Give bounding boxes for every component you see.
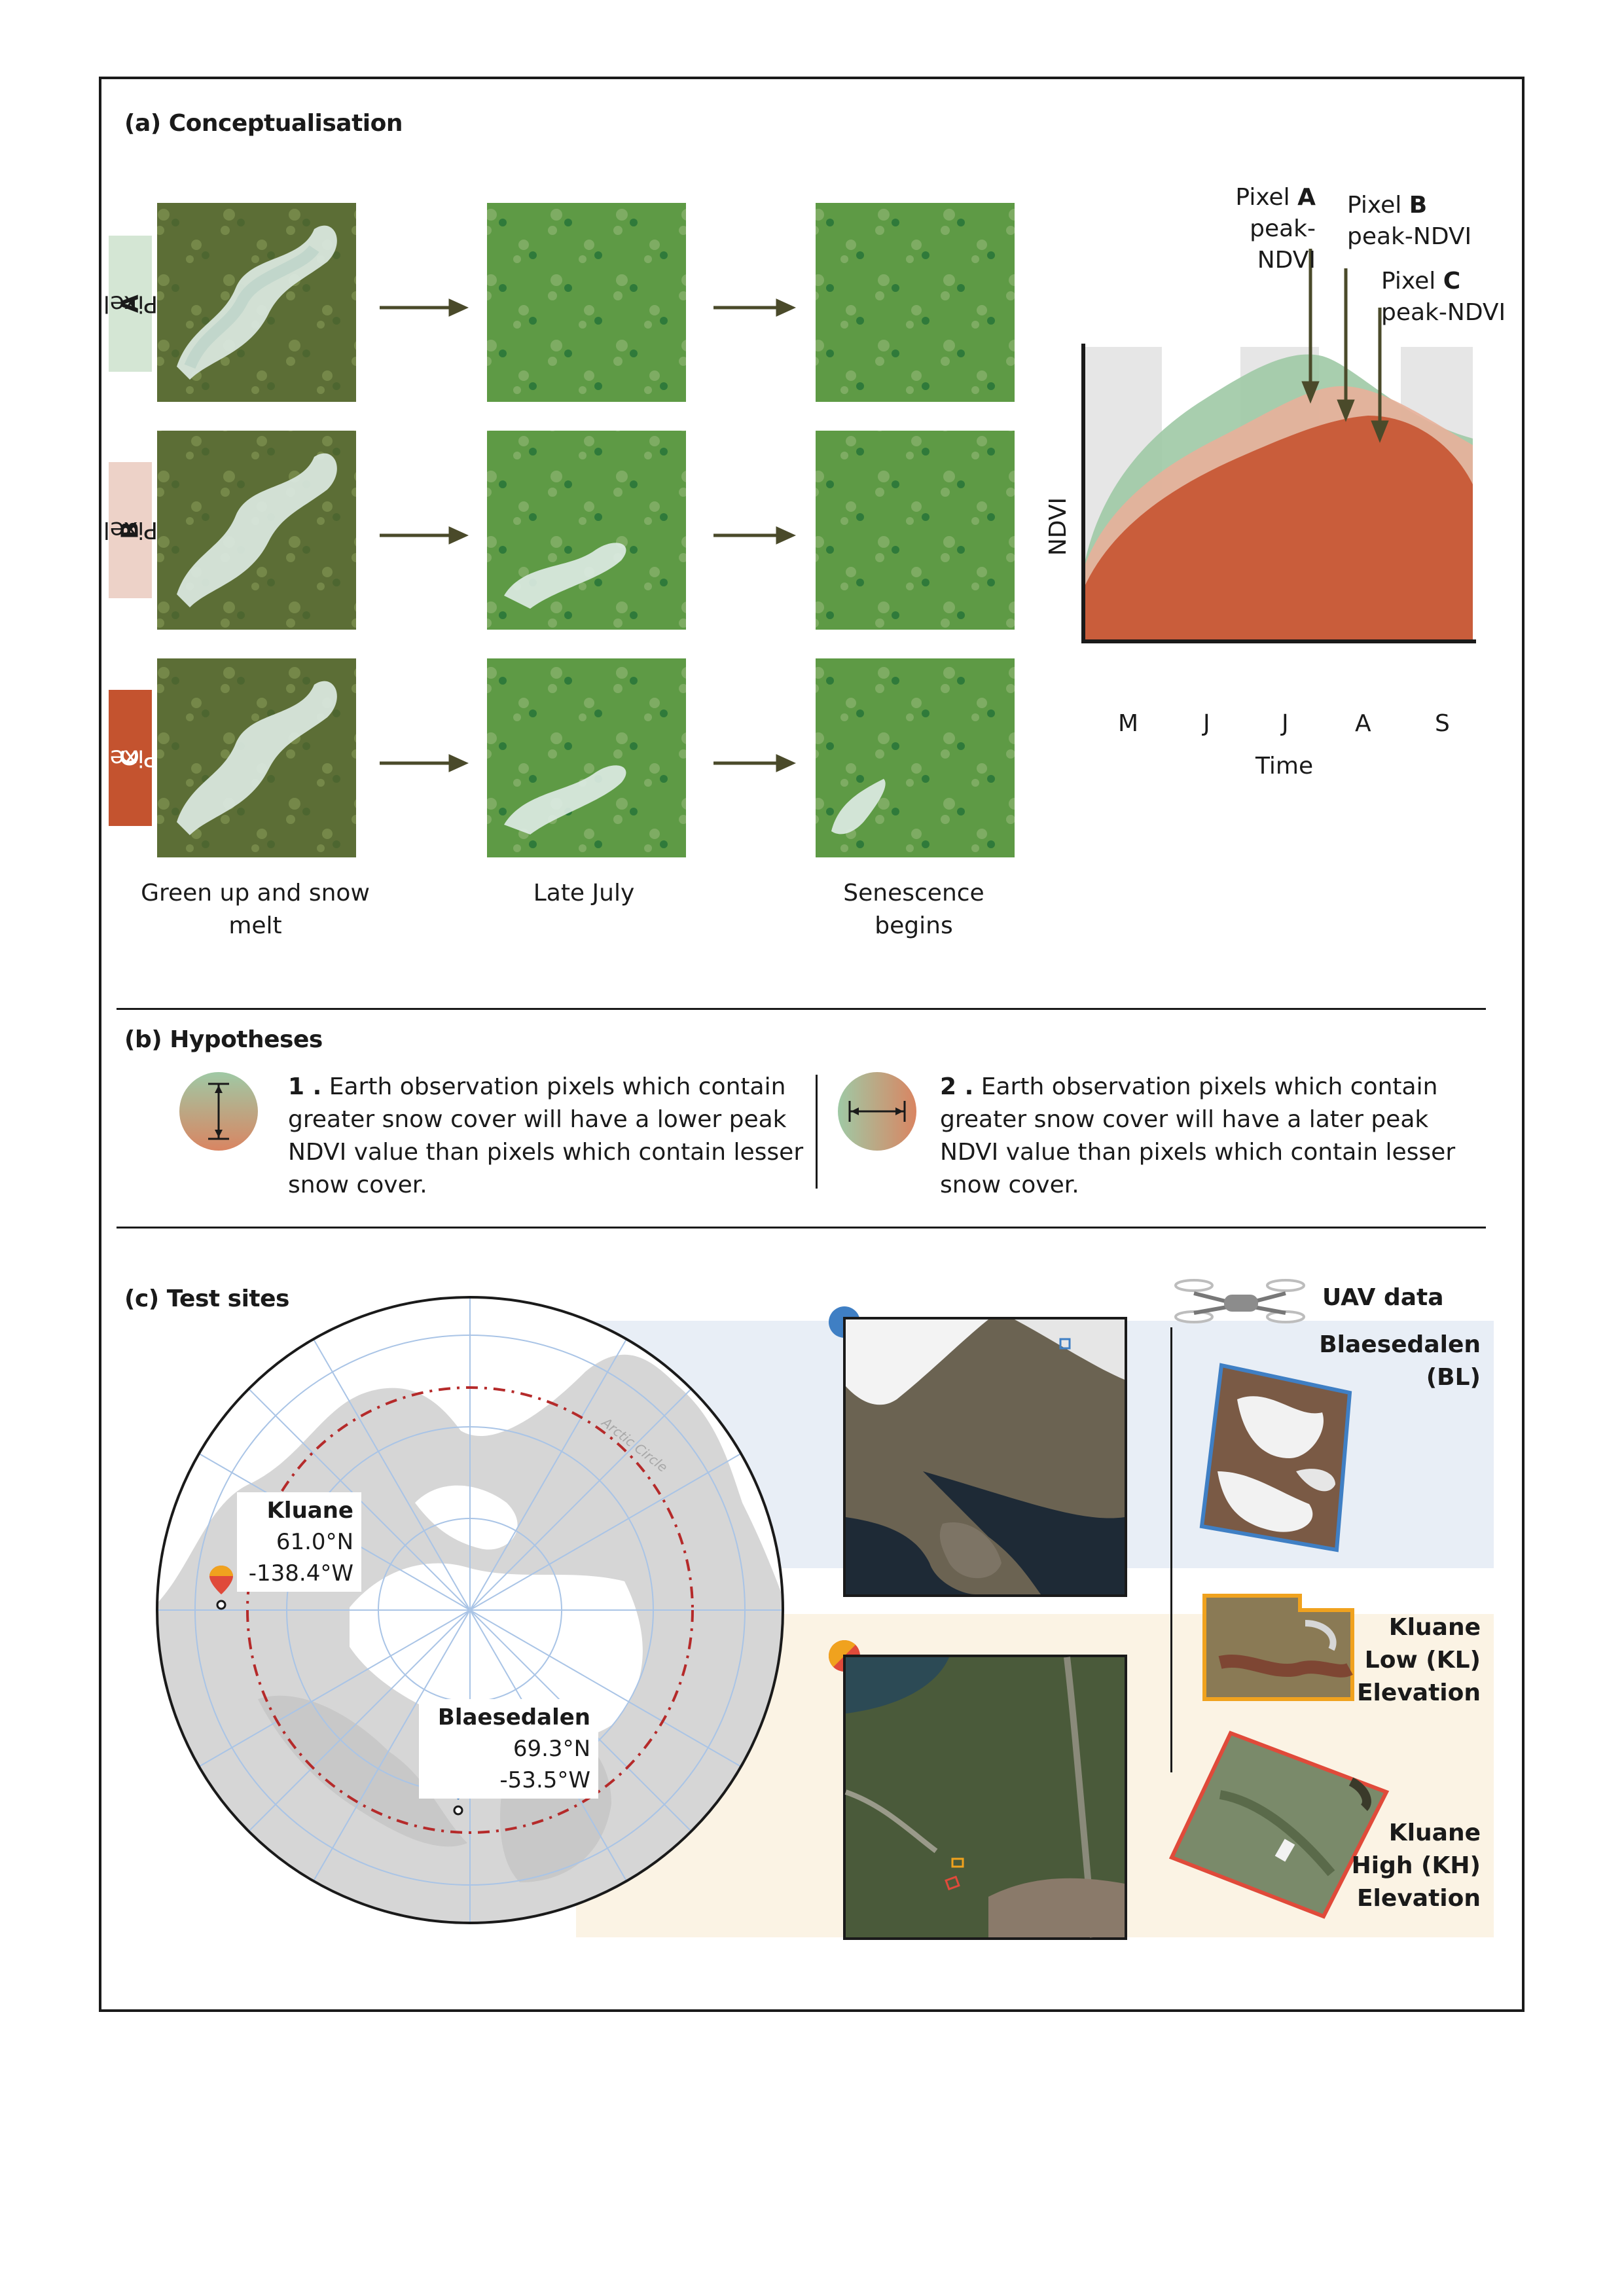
month-tick-a: A — [1355, 710, 1371, 737]
progress-arrows — [380, 298, 797, 772]
peak-arrows — [1301, 249, 1389, 443]
blaesedalen-lon: -53.5°W — [499, 1767, 590, 1793]
uav-divider — [1170, 1327, 1172, 1772]
peak-label-prefix: Pixel — [1235, 184, 1298, 211]
tile-b-col3 — [816, 431, 1015, 630]
row-label-pixel-c: Pixel C — [103, 690, 158, 826]
tile-b-col1 — [157, 431, 356, 630]
row-label-pixel-b: Pixel B — [103, 462, 158, 598]
ndvi-curve-c — [1083, 416, 1473, 641]
hypothesis-1-number: 1 . — [288, 1073, 322, 1100]
uav-label-line2: Low (KL) — [1364, 1647, 1481, 1674]
peak-label-c: Pixel C peak-NDVI — [1381, 266, 1506, 329]
uav-label-blaesedalen: Blaesedalen (BL) — [1313, 1329, 1481, 1394]
month-tick-j1: J — [1203, 710, 1210, 737]
kluane-marker-dot — [829, 1640, 856, 1667]
peak-label-letter: A — [1297, 184, 1316, 211]
row-label-prefix: Pixel — [103, 744, 158, 772]
uav-title: UAV data — [1322, 1284, 1444, 1311]
kluane-satellite-image — [829, 1640, 1127, 1940]
uav-blaesedalen-ortho — [1199, 1363, 1352, 1552]
chart-xlabel: Time — [1255, 753, 1314, 780]
peak-label-letter: B — [1409, 192, 1428, 219]
uav-label-line2: (BL) — [1426, 1364, 1481, 1391]
tile-b-col2 — [487, 431, 686, 630]
pixel-tile-grid — [157, 203, 1015, 857]
kluane-pin — [209, 1566, 233, 1610]
month-tick-j2: J — [1282, 710, 1289, 737]
tile-a-col3 — [816, 203, 1015, 402]
uav-kluane-high-ortho — [1168, 1731, 1390, 1919]
uav-label-line1: Blaesedalen — [1319, 1331, 1481, 1358]
caption-senescence: Senescence begins — [843, 880, 984, 939]
tile-a-col2 — [487, 203, 686, 402]
uav-label-line3: Elevation — [1356, 1679, 1481, 1706]
panel-c-title: (c) Test sites — [124, 1285, 289, 1312]
hypothesis-2-number: 2 . — [940, 1073, 974, 1100]
uav-label-line1: Kluane — [1388, 1820, 1481, 1846]
hypothesis-1-icon — [179, 1072, 258, 1151]
uav-label-line2: High (KH) — [1351, 1852, 1481, 1879]
blaesedalen-satellite-image — [829, 1306, 1127, 1597]
row-label-prefix: Pixel — [103, 290, 158, 317]
kluane-label: Kluane 61.0°N -138.4°W — [237, 1492, 361, 1592]
hypothesis-2: 2 . Earth observation pixels which conta… — [940, 1071, 1457, 1202]
uav-label-kluane-low: Kluane Low (KL) Elevation — [1342, 1611, 1481, 1710]
arctic-circle-line — [246, 1386, 694, 1834]
hypothesis-1-text: Earth observation pixels which contain g… — [288, 1073, 804, 1198]
tile-c-col1 — [157, 658, 356, 857]
uav-label-line3: Elevation — [1356, 1885, 1481, 1912]
tile-c-col2 — [487, 658, 686, 857]
uav-label-kluane-high: Kluane High (KH) Elevation — [1342, 1817, 1481, 1915]
panel-a-title: (a) Conceptualisation — [124, 110, 403, 137]
month-tick-s: S — [1435, 710, 1450, 737]
month-tick-m: M — [1118, 710, 1139, 737]
peak-label-letter: C — [1443, 268, 1461, 295]
panel-b-title: (b) Hypotheses — [124, 1026, 323, 1053]
divider-b-c — [117, 1227, 1486, 1229]
kluane-name: Kluane — [266, 1498, 353, 1524]
kluane-lon: -138.4°W — [248, 1560, 353, 1587]
tile-c-col3 — [816, 658, 1015, 857]
drone-icon — [1174, 1279, 1305, 1323]
peak-label-prefix: Pixel — [1347, 192, 1409, 219]
divider-a-b — [117, 1008, 1486, 1010]
peak-label-prefix: Pixel — [1381, 268, 1443, 295]
row-label-prefix: Pixel — [103, 516, 158, 544]
tile-a-col1 — [157, 203, 356, 402]
chart-ylabel: NDVI — [1045, 497, 1072, 556]
figure-frame — [99, 77, 1525, 2012]
peak-label-a: Pixel A peak-NDVI — [1191, 182, 1316, 276]
peak-label-b: Pixel B peak-NDVI — [1347, 190, 1471, 253]
hypothesis-2-icon — [838, 1072, 916, 1151]
ndvi-chart — [1081, 344, 1476, 643]
hypothesis-divider — [816, 1075, 818, 1189]
peak-label-suffix: peak-NDVI — [1381, 299, 1506, 326]
kluane-lat: 61.0°N — [276, 1529, 353, 1555]
caption-green-up: Green up and snow melt — [141, 880, 370, 939]
blaesedalen-lat: 69.3°N — [513, 1736, 590, 1762]
uav-kluane-low-ortho — [1202, 1594, 1354, 1701]
arctic-polar-map: Arctic Circle — [156, 1296, 784, 1924]
peak-label-suffix: peak-NDVI — [1347, 223, 1472, 250]
caption-late-july: Late July — [533, 880, 635, 906]
uav-label-line1: Kluane — [1388, 1614, 1481, 1641]
peak-label-suffix: peak-NDVI — [1250, 215, 1316, 274]
hypothesis-1: 1 . Earth observation pixels which conta… — [288, 1071, 805, 1202]
hypothesis-2-text: Earth observation pixels which contain g… — [940, 1073, 1456, 1198]
row-label-pixel-a: Pixel A — [103, 236, 158, 372]
blaesedalen-label: Blaesedalen 69.3°N -53.5°W — [419, 1699, 598, 1799]
blaesedalen-name: Blaesedalen — [437, 1704, 590, 1731]
